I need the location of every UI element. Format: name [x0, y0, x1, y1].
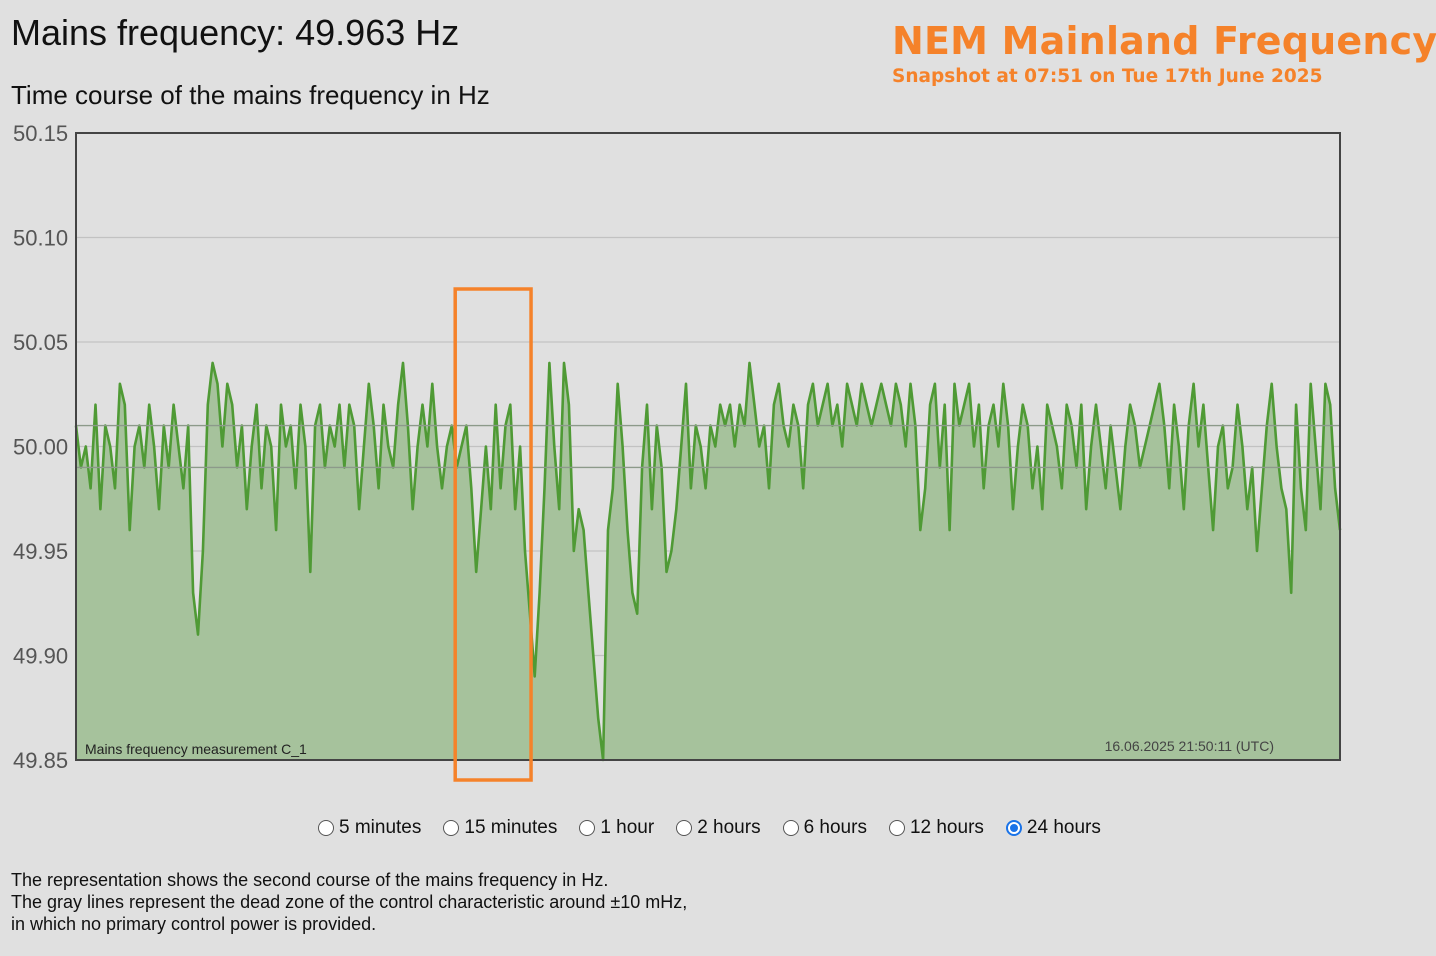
- highlight-box: [453, 287, 533, 782]
- plot-border: [75, 132, 1341, 761]
- range-option-1h[interactable]: 1 hour: [579, 817, 654, 839]
- range-option-15min[interactable]: 15 minutes: [443, 817, 557, 839]
- description-line: The gray lines represent the dead zone o…: [11, 892, 688, 912]
- radio-button[interactable]: [888, 820, 905, 836]
- page-title: Mains frequency: 49.963 Hz: [11, 12, 460, 53]
- range-option-label: 24 hours: [1026, 817, 1101, 838]
- description-line: The representation shows the second cour…: [11, 870, 609, 890]
- radio-button[interactable]: [579, 820, 596, 836]
- y-tick-label: 49.90: [13, 644, 68, 669]
- range-option-24h[interactable]: 24 hours: [1005, 817, 1101, 839]
- brand-title: NEM Mainland Frequency: [892, 19, 1436, 63]
- range-option-label: 2 hours: [697, 817, 761, 838]
- range-option-12h[interactable]: 12 hours: [888, 817, 984, 839]
- frequency-area-fill: [76, 362, 1340, 760]
- range-option-2h[interactable]: 2 hours: [676, 817, 761, 839]
- y-tick-label: 49.85: [13, 748, 68, 773]
- time-range-selector: 5 minutes 15 minutes 1 hour 2 hours 6 ho…: [318, 817, 1123, 839]
- y-axis-ticks: 50.15 50.10 50.05 50.00 49.95 49.90 49.85: [13, 121, 68, 773]
- range-option-label: 1 hour: [600, 817, 655, 838]
- y-tick-label: 50.10: [13, 226, 68, 251]
- radio-button[interactable]: [782, 820, 799, 836]
- radio-button[interactable]: [318, 820, 334, 836]
- chart-description: The representation shows the second cour…: [11, 869, 687, 935]
- frequency-series-line: [74, 361, 1342, 762]
- radio-button[interactable]: [1005, 820, 1022, 836]
- y-tick-label: 50.05: [13, 330, 68, 355]
- chart-subtitle: Time course of the mains frequency in Hz: [11, 80, 490, 110]
- radio-button[interactable]: [676, 820, 693, 836]
- y-tick-label: 49.95: [13, 539, 68, 564]
- series-label: Mains frequency measurement C_1: [85, 741, 307, 757]
- y-tick-label: 50.15: [13, 121, 68, 146]
- range-option-label: 5 minutes: [339, 817, 422, 838]
- range-option-5min[interactable]: 5 minutes: [318, 817, 421, 839]
- dead-zone-lines: [76, 424, 1340, 469]
- range-option-label: 6 hours: [803, 817, 867, 838]
- range-option-label: 12 hours: [909, 817, 984, 838]
- frequency-chart: 50.15 50.10 50.05 50.00 49.95 49.90 49.85 Main…: [13, 121, 1342, 782]
- y-tick-label: 50.00: [13, 435, 68, 460]
- range-option-label: 15 minutes: [464, 817, 558, 838]
- snapshot-caption: Snapshot at 07:51 on Tue 17th June 2025: [892, 66, 1323, 87]
- range-option-6h[interactable]: 6 hours: [782, 817, 867, 839]
- description-line: in which no primary control power is pro…: [11, 914, 377, 934]
- radio-button[interactable]: [443, 820, 460, 836]
- timestamp-label: 16.06.2025 21:50:11 (UTC): [1105, 738, 1274, 754]
